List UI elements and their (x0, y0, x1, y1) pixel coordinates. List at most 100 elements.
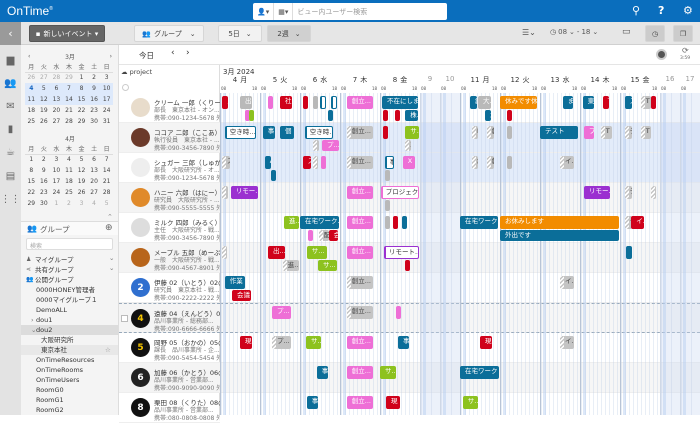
calendar-day[interactable]: 23 (90, 107, 98, 114)
calendar-day[interactable]: 7 (62, 83, 76, 94)
calendar-day[interactable]: 28 (52, 74, 61, 82)
calendar-filter-dropdown[interactable]: ▦ ▾ (274, 3, 294, 20)
calendar-event[interactable]: 創立... (346, 336, 373, 349)
calendar-event[interactable]: M (328, 110, 334, 121)
calendar-day[interactable]: 13 (90, 167, 98, 174)
calendar-event[interactable] (312, 156, 318, 169)
calendar-event[interactable]: T (640, 96, 651, 109)
calendar-day[interactable]: 22 (27, 189, 36, 196)
calendar-event[interactable]: プ (584, 126, 594, 139)
calendar-event[interactable]: 社 (280, 96, 292, 109)
calendar-event[interactable]: テ (624, 186, 632, 199)
calendar-week-row[interactable]: 4 5 6 7 8 9 10 (25, 83, 113, 94)
user-search-icon[interactable]: ⚲ (632, 4, 641, 17)
calendar-day[interactable]: 20 (90, 178, 98, 185)
calendar-day[interactable]: 6 (50, 83, 63, 94)
row-checkbox[interactable] (121, 315, 128, 322)
day-header[interactable]: 10 (440, 75, 460, 83)
calendar-event[interactable] (384, 170, 390, 181)
calendar-event[interactable] (268, 96, 273, 109)
calendar-week-row[interactable]: 25 26 27 28 29 30 31 (25, 116, 113, 127)
calendar-event[interactable]: X (405, 140, 412, 151)
calendar-day[interactable]: 21 (102, 178, 111, 185)
building-icon[interactable]: ▤ (5, 171, 16, 182)
day-header[interactable]: 16 (660, 75, 680, 83)
calendar-day[interactable]: 22 (77, 107, 86, 114)
calendar-event[interactable]: サ... (306, 336, 321, 349)
calendar-day[interactable]: 1 (29, 156, 34, 164)
calendar-day[interactable]: 8 (75, 83, 88, 94)
calendar-event[interactable]: A (264, 156, 271, 169)
calendar-day[interactable]: 25 (65, 189, 73, 196)
calendar-event[interactable]: 株... (405, 110, 418, 121)
calendar-day[interactable]: 3 (54, 156, 59, 164)
calendar-event[interactable]: ス (222, 96, 228, 109)
calendar-day[interactable]: 24 (52, 189, 61, 196)
calendar-event[interactable]: 大... (478, 96, 491, 109)
calendar-day[interactable]: 19 (77, 178, 86, 185)
group-item[interactable]: 東京本社 ☆ (21, 345, 118, 355)
current-user-avatar[interactable] (656, 49, 667, 60)
group-item[interactable]: OnTimeRooms (21, 365, 118, 375)
calendar-event[interactable]: リモー... (584, 186, 610, 199)
calendar-day[interactable]: 15 (27, 178, 36, 185)
apps-grid-icon[interactable]: ⋮⋮ (0, 194, 21, 205)
calendar-event[interactable] (382, 110, 388, 121)
calendar-event[interactable]: 創 (486, 126, 494, 139)
calendar-event[interactable]: イ... (560, 276, 574, 289)
calendar-event[interactable]: 現 (480, 336, 492, 349)
clock-view-button[interactable]: ◷ (645, 25, 665, 42)
calendar-event[interactable]: 創 (470, 96, 478, 109)
calendar-day[interactable]: 21 (65, 107, 73, 114)
group-item[interactable]: RoomG1 (21, 395, 118, 405)
calendar-day[interactable]: 14 (102, 167, 111, 174)
calendar-day[interactable]: 27 (52, 118, 61, 125)
calendar-event[interactable] (506, 110, 512, 121)
calendar-day[interactable]: 26 (77, 189, 86, 196)
group-item[interactable]: ♟ マイグループ ⌄ (21, 254, 118, 265)
calendar-day[interactable]: 11 (65, 167, 73, 174)
calendar-day[interactable]: 9 (87, 83, 101, 94)
calendar-event[interactable] (382, 126, 388, 139)
calendar-day[interactable]: 15 (75, 94, 88, 105)
calendar-week-row[interactable]: 22 23 24 25 26 27 28 (25, 187, 113, 198)
calendar-event[interactable]: 創立... (346, 306, 373, 319)
calendar-event[interactable]: 休みです休... (500, 96, 538, 109)
calendar-event[interactable]: 不在にします (382, 96, 418, 109)
person-row[interactable]: 4 遠藤 04（えんどう）04...品川事業所 - 総務部...携帯:090-66… (119, 303, 220, 333)
calendar-day[interactable]: 10 (52, 167, 61, 174)
group-item[interactable]: 0000マイグループ１ (21, 295, 118, 305)
day-header[interactable]: 15 金 (620, 75, 660, 85)
calendar-day[interactable]: 13 (50, 94, 63, 105)
calendar-event[interactable]: イ... (560, 156, 574, 169)
calendar-event[interactable]: 創 (486, 156, 494, 169)
group-item[interactable]: RoomG2 (21, 405, 118, 415)
calendar-day[interactable]: 2 (92, 74, 96, 82)
expand-arrow-icon[interactable]: › (31, 316, 34, 324)
mail-icon[interactable]: ✉ (6, 101, 15, 112)
calendar-event[interactable] (320, 156, 326, 169)
calendar-event[interactable]: 創立... (346, 396, 373, 409)
group-item[interactable]: 0000HONEY管理者 (21, 285, 118, 295)
calendar-event[interactable]: 事 (306, 396, 318, 409)
calendar-event[interactable]: 空き時... (304, 126, 333, 139)
calendar-event[interactable]: 創立... (346, 186, 373, 199)
new-event-button[interactable]: ▪ 新しいイベント ▾ (29, 25, 105, 42)
calendar-day[interactable]: 31 (102, 118, 111, 125)
calendar-event[interactable]: 事 (384, 156, 394, 169)
calendar-event[interactable]: 会 (328, 230, 338, 241)
calendar-event[interactable]: 事 (262, 126, 275, 139)
prev-period-button[interactable]: ‹ (171, 48, 175, 58)
calendar-event[interactable] (244, 110, 250, 121)
group-item[interactable]: ⋖ 共有グループ ⌄ (21, 264, 118, 275)
calendar-week-row[interactable]: 11 12 13 14 15 16 17 (25, 94, 113, 105)
calendar-event[interactable]: テ (624, 216, 632, 229)
calendar-event[interactable] (650, 186, 656, 199)
calendar-event[interactable] (308, 230, 314, 241)
group-item[interactable]: OnTimeUsers (21, 375, 118, 385)
favorite-star-icon[interactable]: ☆ (105, 346, 111, 354)
calendar-event[interactable]: 外出です (500, 230, 620, 241)
calendar-event[interactable]: リモー... (230, 186, 258, 199)
